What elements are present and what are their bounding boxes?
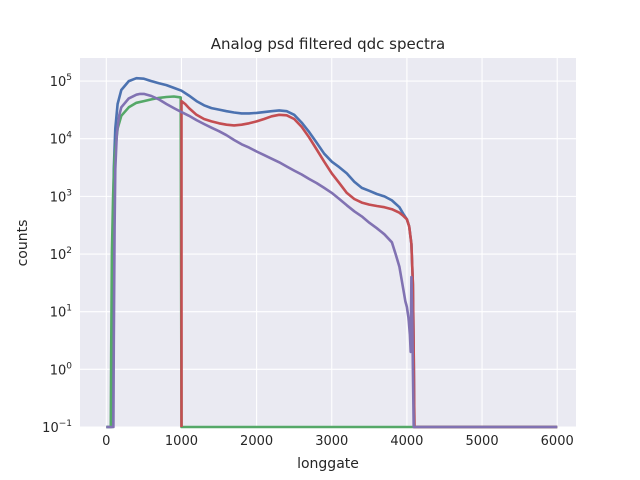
- x-axis-label: longgate: [297, 456, 359, 472]
- grid: [80, 58, 576, 428]
- plot-area: [80, 58, 576, 427]
- y-tick-label: 105: [50, 73, 72, 90]
- series-line-4: [106, 92, 558, 429]
- x-tick-label: 4000: [390, 434, 423, 449]
- y-tick-label: 103: [50, 188, 72, 205]
- series-lines: [106, 76, 558, 429]
- y-tick-label: 100: [50, 361, 73, 378]
- y-tick-labels: 10−1 100 101 102 103 104 105: [42, 73, 72, 436]
- series-line-1: [106, 76, 558, 429]
- y-tick-label: 101: [50, 304, 72, 321]
- series-line-2: [106, 95, 558, 429]
- x-tick-label: 5000: [466, 434, 499, 449]
- x-tick-label: 1000: [165, 434, 198, 449]
- x-tick-label: 6000: [541, 434, 574, 449]
- series-line-3: [180, 99, 558, 429]
- chart-title: Analog psd filtered qdc spectra: [211, 35, 445, 53]
- y-tick-label: 102: [50, 246, 72, 263]
- y-tick-label: 10−1: [42, 419, 72, 436]
- x-tick-labels: 0 1000 2000 3000 4000 5000 6000: [102, 434, 574, 449]
- y-tick-label: 104: [50, 131, 73, 148]
- x-tick-label: 0: [102, 434, 110, 449]
- y-axis-label: counts: [15, 220, 31, 267]
- x-tick-label: 3000: [315, 434, 348, 449]
- x-tick-label: 2000: [240, 434, 273, 449]
